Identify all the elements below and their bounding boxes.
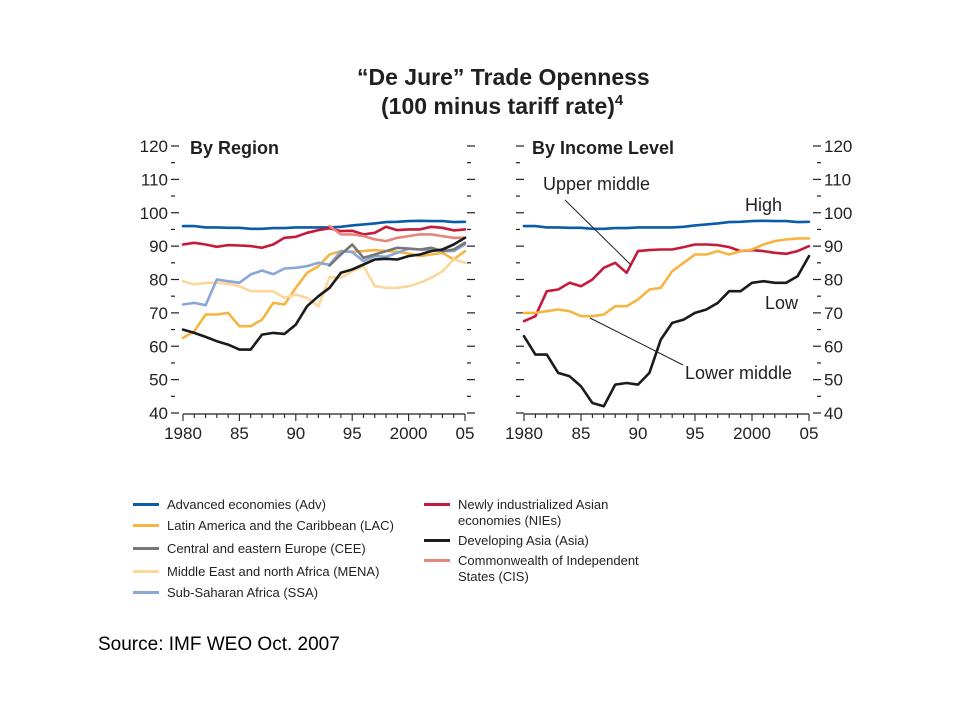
legend-swatch-ssa	[133, 591, 159, 594]
legend-label-cis: Commonwealth of Independent States (CIS)	[458, 553, 639, 584]
y-tick-label-income: 110	[824, 170, 851, 189]
legend-label-adv: Advanced economies (Adv)	[167, 497, 326, 512]
legend-swatch-cee	[133, 547, 159, 550]
chart-title: “De Jure” Trade Openness	[357, 64, 650, 90]
y-tick-label-income: 120	[824, 137, 852, 156]
series-line-asia	[181, 236, 467, 351]
chart-subtitle: (100 minus tariff rate)4	[381, 92, 623, 120]
x-tick-label-income: 90	[629, 424, 648, 443]
y-tick-label-region: 90	[149, 237, 168, 256]
legend-item-adv: Advanced economies (Adv)	[133, 497, 367, 513]
series-line-nies	[181, 225, 467, 250]
x-tick-label-income: 1980	[505, 424, 543, 443]
series-line-mena	[181, 258, 467, 308]
y-tick-label-income: 80	[824, 271, 843, 290]
series-line-adv	[181, 219, 467, 231]
legend-item-cis: Commonwealth of Independent States (CIS)	[424, 553, 658, 585]
y-tick-label-region: 80	[149, 271, 168, 290]
x-tick-label-region: 05	[456, 424, 475, 443]
y-tick-label-region: 100	[140, 204, 168, 223]
legend-item-ssa: Sub-Saharan Africa (SSA)	[133, 585, 367, 601]
legend-swatch-adv	[133, 503, 159, 506]
y-tick-label-region: 50	[149, 371, 168, 390]
y-tick-label-income: 40	[824, 404, 843, 423]
x-tick-label-income: 85	[572, 424, 591, 443]
legend-item-mena: Middle East and north Africa (MENA)	[133, 564, 427, 580]
annotation-lower-middle: Lower middle	[685, 363, 792, 383]
panel-income: By Income Level 40 50 60 70 80 90 100 110 120 1980…	[505, 137, 852, 443]
legend-label-cee: Central and eastern Europe (CEE)	[167, 541, 366, 556]
x-tick-label-region: 85	[230, 424, 249, 443]
legend-swatch-lac	[133, 524, 159, 527]
y-tick-label-region: 120	[140, 137, 168, 156]
x-tick-label-region: 1980	[164, 424, 202, 443]
series-line-cis	[328, 224, 467, 243]
legend-swatch-mena	[133, 570, 159, 573]
leader-upper-middle	[564, 199, 632, 266]
series-line-low	[522, 254, 811, 408]
annotation-low: Low	[765, 293, 799, 313]
annotation-high: High	[745, 195, 782, 215]
leader-lower-middle	[589, 317, 684, 366]
legend-swatch-nies	[424, 503, 450, 506]
series-line-cee	[328, 241, 467, 267]
legend-label-mena: Middle East and north Africa (MENA)	[167, 564, 380, 579]
chart-subtitle-text: (100 minus tariff rate)	[381, 93, 615, 119]
panel-title-income: By Income Level	[532, 138, 674, 158]
footnote-mark: 4	[614, 92, 624, 109]
series-line-high	[522, 219, 811, 231]
y-tick-label-income: 60	[824, 337, 843, 356]
x-tick-label-region: 90	[286, 424, 305, 443]
legend-swatch-cis	[424, 559, 450, 562]
y-tick-label-income: 100	[824, 204, 852, 223]
x-tick-label-region: 95	[343, 424, 362, 443]
legend-item-lac: Latin America and the Caribbean (LAC)	[133, 518, 427, 534]
y-tick-label-region: 70	[149, 304, 168, 323]
y-tick-label-region: 110	[141, 170, 168, 189]
legend-label-lac: Latin America and the Caribbean (LAC)	[167, 518, 394, 533]
legend-label-asia: Developing Asia (Asia)	[458, 533, 589, 548]
legend-item-asia: Developing Asia (Asia)	[424, 533, 658, 549]
legend-item-nies: Newly industrialized Asian economies (NI…	[424, 497, 628, 529]
legend-label-ssa: Sub-Saharan Africa (SSA)	[167, 585, 319, 600]
panel-title-region: By Region	[190, 138, 279, 158]
legend-label-nies: Newly industrialized Asian economies (NI…	[458, 497, 609, 528]
x-tick-label-income: 95	[686, 424, 705, 443]
legend-swatch-asia	[424, 539, 450, 542]
y-tick-label-region: 40	[149, 404, 168, 423]
panel-region: By Region 40 50 60 70 80 90 100 110 120 1980 85 90 95…	[140, 137, 475, 443]
y-tick-label-income: 70	[824, 304, 843, 323]
x-tick-label-region: 2000	[390, 424, 428, 443]
x-tick-label-income: 2000	[733, 424, 771, 443]
annotation-upper-middle: Upper middle	[543, 174, 650, 194]
source-note: Source: IMF WEO Oct. 2007	[98, 634, 340, 655]
series-line-upper_middle	[522, 243, 811, 323]
legend-item-cee: Central and eastern Europe (CEE)	[133, 541, 427, 557]
y-tick-label-region: 60	[149, 337, 168, 356]
x-tick-label-income: 05	[800, 424, 819, 443]
y-tick-label-income: 90	[824, 237, 843, 256]
series-line-lower_middle	[522, 237, 811, 318]
y-tick-label-income: 50	[824, 371, 843, 390]
